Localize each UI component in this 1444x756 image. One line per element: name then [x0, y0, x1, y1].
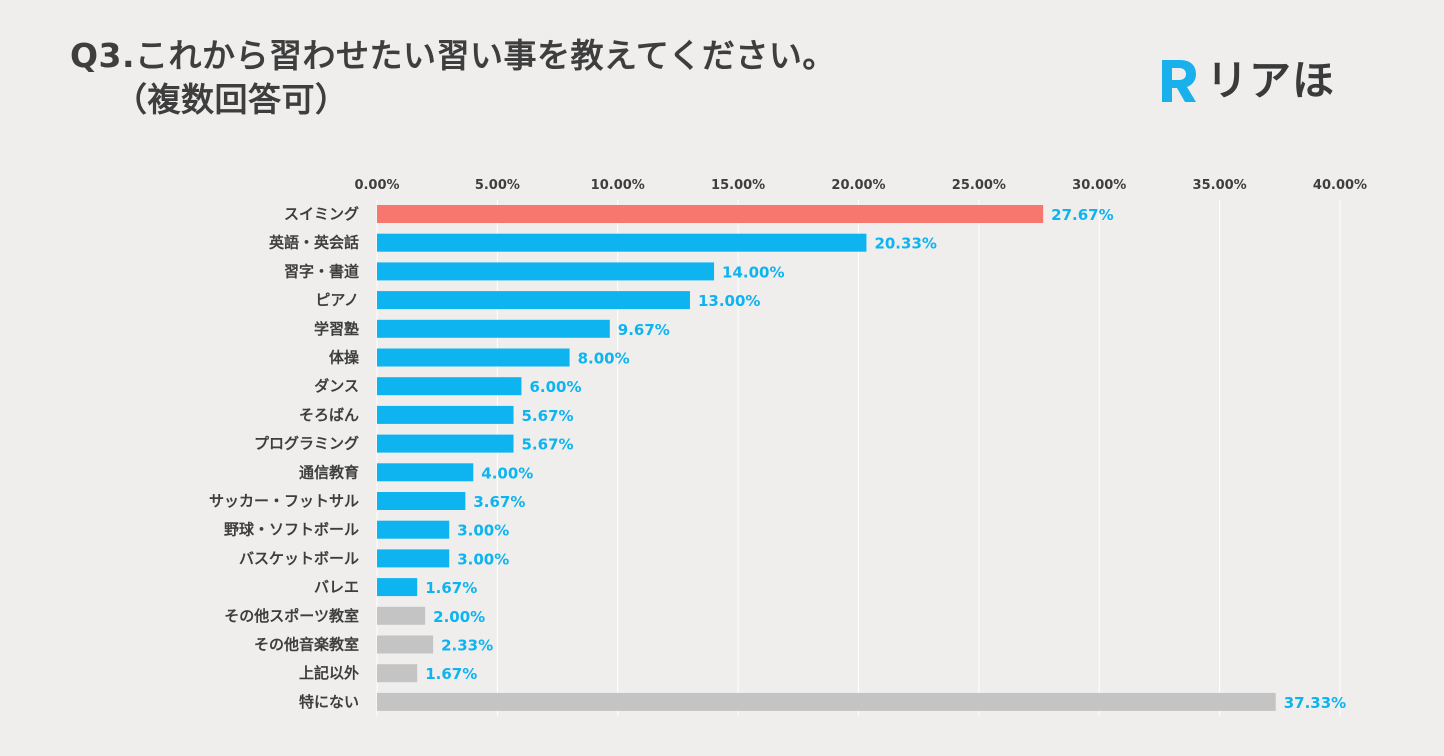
x-tick-label: 10.00%	[591, 178, 645, 193]
value-label: 4.00%	[481, 464, 533, 482]
bar	[377, 492, 466, 510]
bar	[377, 578, 418, 597]
category-label: バスケットボール	[239, 549, 359, 567]
bar	[377, 262, 715, 281]
bar	[377, 549, 450, 568]
bar	[377, 291, 690, 310]
logo-r-icon	[1162, 60, 1196, 102]
category-label: 英語・英会話	[269, 234, 359, 252]
brand-logo: リアほ	[1158, 56, 1335, 106]
category-label: サッカー・フットサル	[209, 492, 359, 510]
category-label: バレエ	[314, 578, 359, 596]
category-label: そろばん	[299, 406, 359, 424]
category-label: 習字・書道	[284, 262, 359, 280]
category-label: 学習塾	[314, 320, 359, 338]
category-label: 通信教育	[299, 463, 359, 481]
bar	[377, 463, 474, 482]
category-label: 特にない	[299, 693, 359, 711]
category-label: 体操	[329, 349, 360, 367]
value-label: 1.67%	[425, 665, 477, 683]
bar	[377, 664, 418, 683]
x-tick-label: 5.00%	[475, 178, 520, 193]
bar	[377, 405, 514, 424]
value-label: 3.00%	[457, 550, 509, 568]
x-tick-label: 0.00%	[354, 178, 399, 193]
category-label: プログラミング	[254, 435, 359, 453]
x-tick-label: 20.00%	[831, 178, 885, 193]
value-label: 3.00%	[457, 522, 509, 540]
category-label: ピアノ	[315, 291, 359, 309]
value-label: 5.67%	[522, 436, 574, 454]
chart-title: Q3.これから習わせたい習い事を教えてください。 （複数回答可）	[70, 34, 836, 122]
bar	[377, 606, 426, 625]
category-label: ダンス	[314, 377, 359, 395]
value-label: 13.00%	[698, 292, 760, 310]
value-label: 6.00%	[529, 378, 581, 396]
category-label: その他音楽教室	[254, 636, 359, 654]
value-label: 3.67%	[473, 493, 525, 511]
category-label: 上記以外	[299, 664, 359, 682]
bar	[377, 520, 450, 539]
x-tick-label: 30.00%	[1072, 178, 1126, 193]
x-tick-label: 15.00%	[711, 178, 765, 193]
value-label: 2.33%	[441, 637, 493, 655]
bar	[377, 233, 867, 252]
bar	[377, 635, 434, 654]
bar	[377, 692, 1276, 711]
x-tick-label: 40.00%	[1313, 178, 1367, 193]
bar	[377, 377, 522, 396]
value-label: 27.67%	[1051, 206, 1113, 224]
title-line-2: （複数回答可）	[114, 80, 349, 119]
x-tick-label: 35.00%	[1193, 178, 1247, 193]
value-label: 1.67%	[425, 579, 477, 597]
x-tick-label: 25.00%	[952, 178, 1006, 193]
category-label: その他スポーツ教室	[224, 607, 359, 625]
logo-text: リアほ	[1206, 56, 1336, 105]
value-label: 9.67%	[618, 321, 670, 339]
bar	[377, 319, 610, 338]
bar	[377, 205, 1044, 223]
title-line-1: Q3.これから習わせたい習い事を教えてください。	[70, 36, 836, 75]
value-label: 14.00%	[722, 263, 784, 281]
value-label: 2.00%	[433, 608, 485, 626]
bar	[377, 348, 570, 367]
category-label: スイミング	[284, 205, 359, 223]
value-label: 20.33%	[874, 235, 936, 253]
bar	[377, 434, 514, 453]
value-label: 8.00%	[578, 350, 630, 368]
value-label: 5.67%	[522, 407, 574, 425]
value-label: 37.33%	[1284, 694, 1346, 712]
category-label: 野球・ソフトボール	[224, 521, 359, 539]
